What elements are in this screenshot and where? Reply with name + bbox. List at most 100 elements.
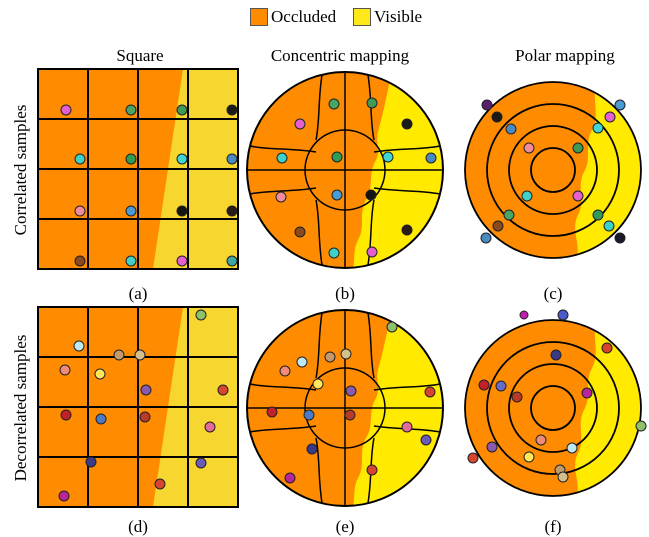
sample-point xyxy=(331,189,343,201)
sample-point xyxy=(266,406,278,418)
column-title-polar: Polar mapping xyxy=(515,46,615,65)
sample-point xyxy=(614,232,626,244)
legend-label-occluded: Occluded xyxy=(271,7,337,26)
panel-e-inner-ring xyxy=(304,367,386,449)
panel-b-samples xyxy=(275,97,437,259)
sample-point xyxy=(557,309,569,321)
sample-point xyxy=(226,255,238,267)
sample-point xyxy=(425,152,437,164)
panel-label-e: (e) xyxy=(335,517,355,536)
panel-f-rings xyxy=(464,319,642,497)
sample-point xyxy=(557,471,569,483)
panel-label-a: (a) xyxy=(128,284,148,303)
sample-point xyxy=(60,409,72,421)
sample-point xyxy=(614,99,626,111)
sample-point xyxy=(386,321,398,333)
sample-point xyxy=(424,386,436,398)
sample-point xyxy=(125,205,137,217)
panel-b-outer-ring xyxy=(246,71,444,269)
sample-point xyxy=(140,384,152,396)
sample-point xyxy=(401,224,413,236)
sample-point xyxy=(550,349,562,361)
sample-point xyxy=(523,142,535,154)
sample-point xyxy=(592,122,604,134)
sample-point xyxy=(491,111,503,123)
sample-point xyxy=(486,441,498,453)
sample-point xyxy=(125,153,137,165)
sample-point xyxy=(366,97,378,109)
sample-point xyxy=(635,420,647,432)
sample-point xyxy=(521,190,533,202)
sample-point xyxy=(195,309,207,321)
panel-d xyxy=(37,306,239,508)
panel-a-grid xyxy=(37,68,239,270)
sample-point xyxy=(592,209,604,221)
sample-point xyxy=(113,349,125,361)
sample-point xyxy=(467,452,479,464)
sample-point xyxy=(303,409,315,421)
sample-point xyxy=(204,421,216,433)
sample-point xyxy=(134,349,146,361)
sample-point xyxy=(366,246,378,258)
sample-point xyxy=(94,368,106,380)
sample-point xyxy=(74,205,86,217)
sample-point xyxy=(365,189,377,201)
sample-point xyxy=(85,456,97,468)
sample-point xyxy=(176,153,188,165)
sample-point xyxy=(401,118,413,130)
sample-point xyxy=(59,364,71,376)
sample-point xyxy=(535,434,547,446)
panel-f-occluded-region xyxy=(465,320,596,496)
sample-point xyxy=(294,118,306,130)
sample-point xyxy=(401,421,413,433)
sample-point xyxy=(226,153,238,165)
sample-point xyxy=(572,190,584,202)
panel-b-inner-ring xyxy=(304,129,386,211)
sample-point xyxy=(480,232,492,244)
sample-point xyxy=(601,342,613,354)
panel-label-f: (f) xyxy=(544,517,562,536)
panel-e-samples xyxy=(266,321,436,484)
sample-point xyxy=(154,478,166,490)
panel-c-samples xyxy=(480,99,626,244)
sample-point xyxy=(176,205,188,217)
panel-c xyxy=(464,81,642,259)
sample-point xyxy=(74,255,86,267)
panel-label-b: (b) xyxy=(335,284,355,303)
sample-point xyxy=(604,111,616,123)
sample-point xyxy=(324,351,336,363)
sample-point xyxy=(275,191,287,203)
panel-label-c: (c) xyxy=(543,284,563,303)
panel-c-occluded-region xyxy=(465,82,596,258)
sample-point xyxy=(95,413,107,425)
sample-point xyxy=(478,379,490,391)
sample-point xyxy=(492,220,504,232)
sample-point xyxy=(312,378,324,390)
panel-d-samples xyxy=(58,309,229,502)
sample-point xyxy=(58,490,70,502)
legend-swatch-occluded xyxy=(250,8,268,26)
sample-point xyxy=(328,98,340,110)
sample-point xyxy=(420,434,432,446)
column-title-square: Square xyxy=(116,46,164,65)
column-title-concentric: Concentric mapping xyxy=(270,46,410,65)
sample-point xyxy=(226,104,238,116)
sample-point xyxy=(306,443,318,455)
sample-point xyxy=(73,340,85,352)
sample-point xyxy=(481,99,493,111)
panel-c-rings xyxy=(464,81,642,259)
sample-point xyxy=(572,142,584,154)
sample-point xyxy=(503,209,515,221)
sample-point xyxy=(60,104,72,116)
sample-point xyxy=(176,104,188,116)
sample-point xyxy=(581,387,593,399)
sample-point xyxy=(328,247,340,259)
sample-point xyxy=(176,255,188,267)
sample-point xyxy=(331,151,343,163)
sample-point xyxy=(340,348,352,360)
panel-f xyxy=(464,309,647,497)
sample-point xyxy=(505,123,517,135)
panel-a-samples xyxy=(60,104,238,267)
panel-e-outer-ring xyxy=(246,309,444,507)
